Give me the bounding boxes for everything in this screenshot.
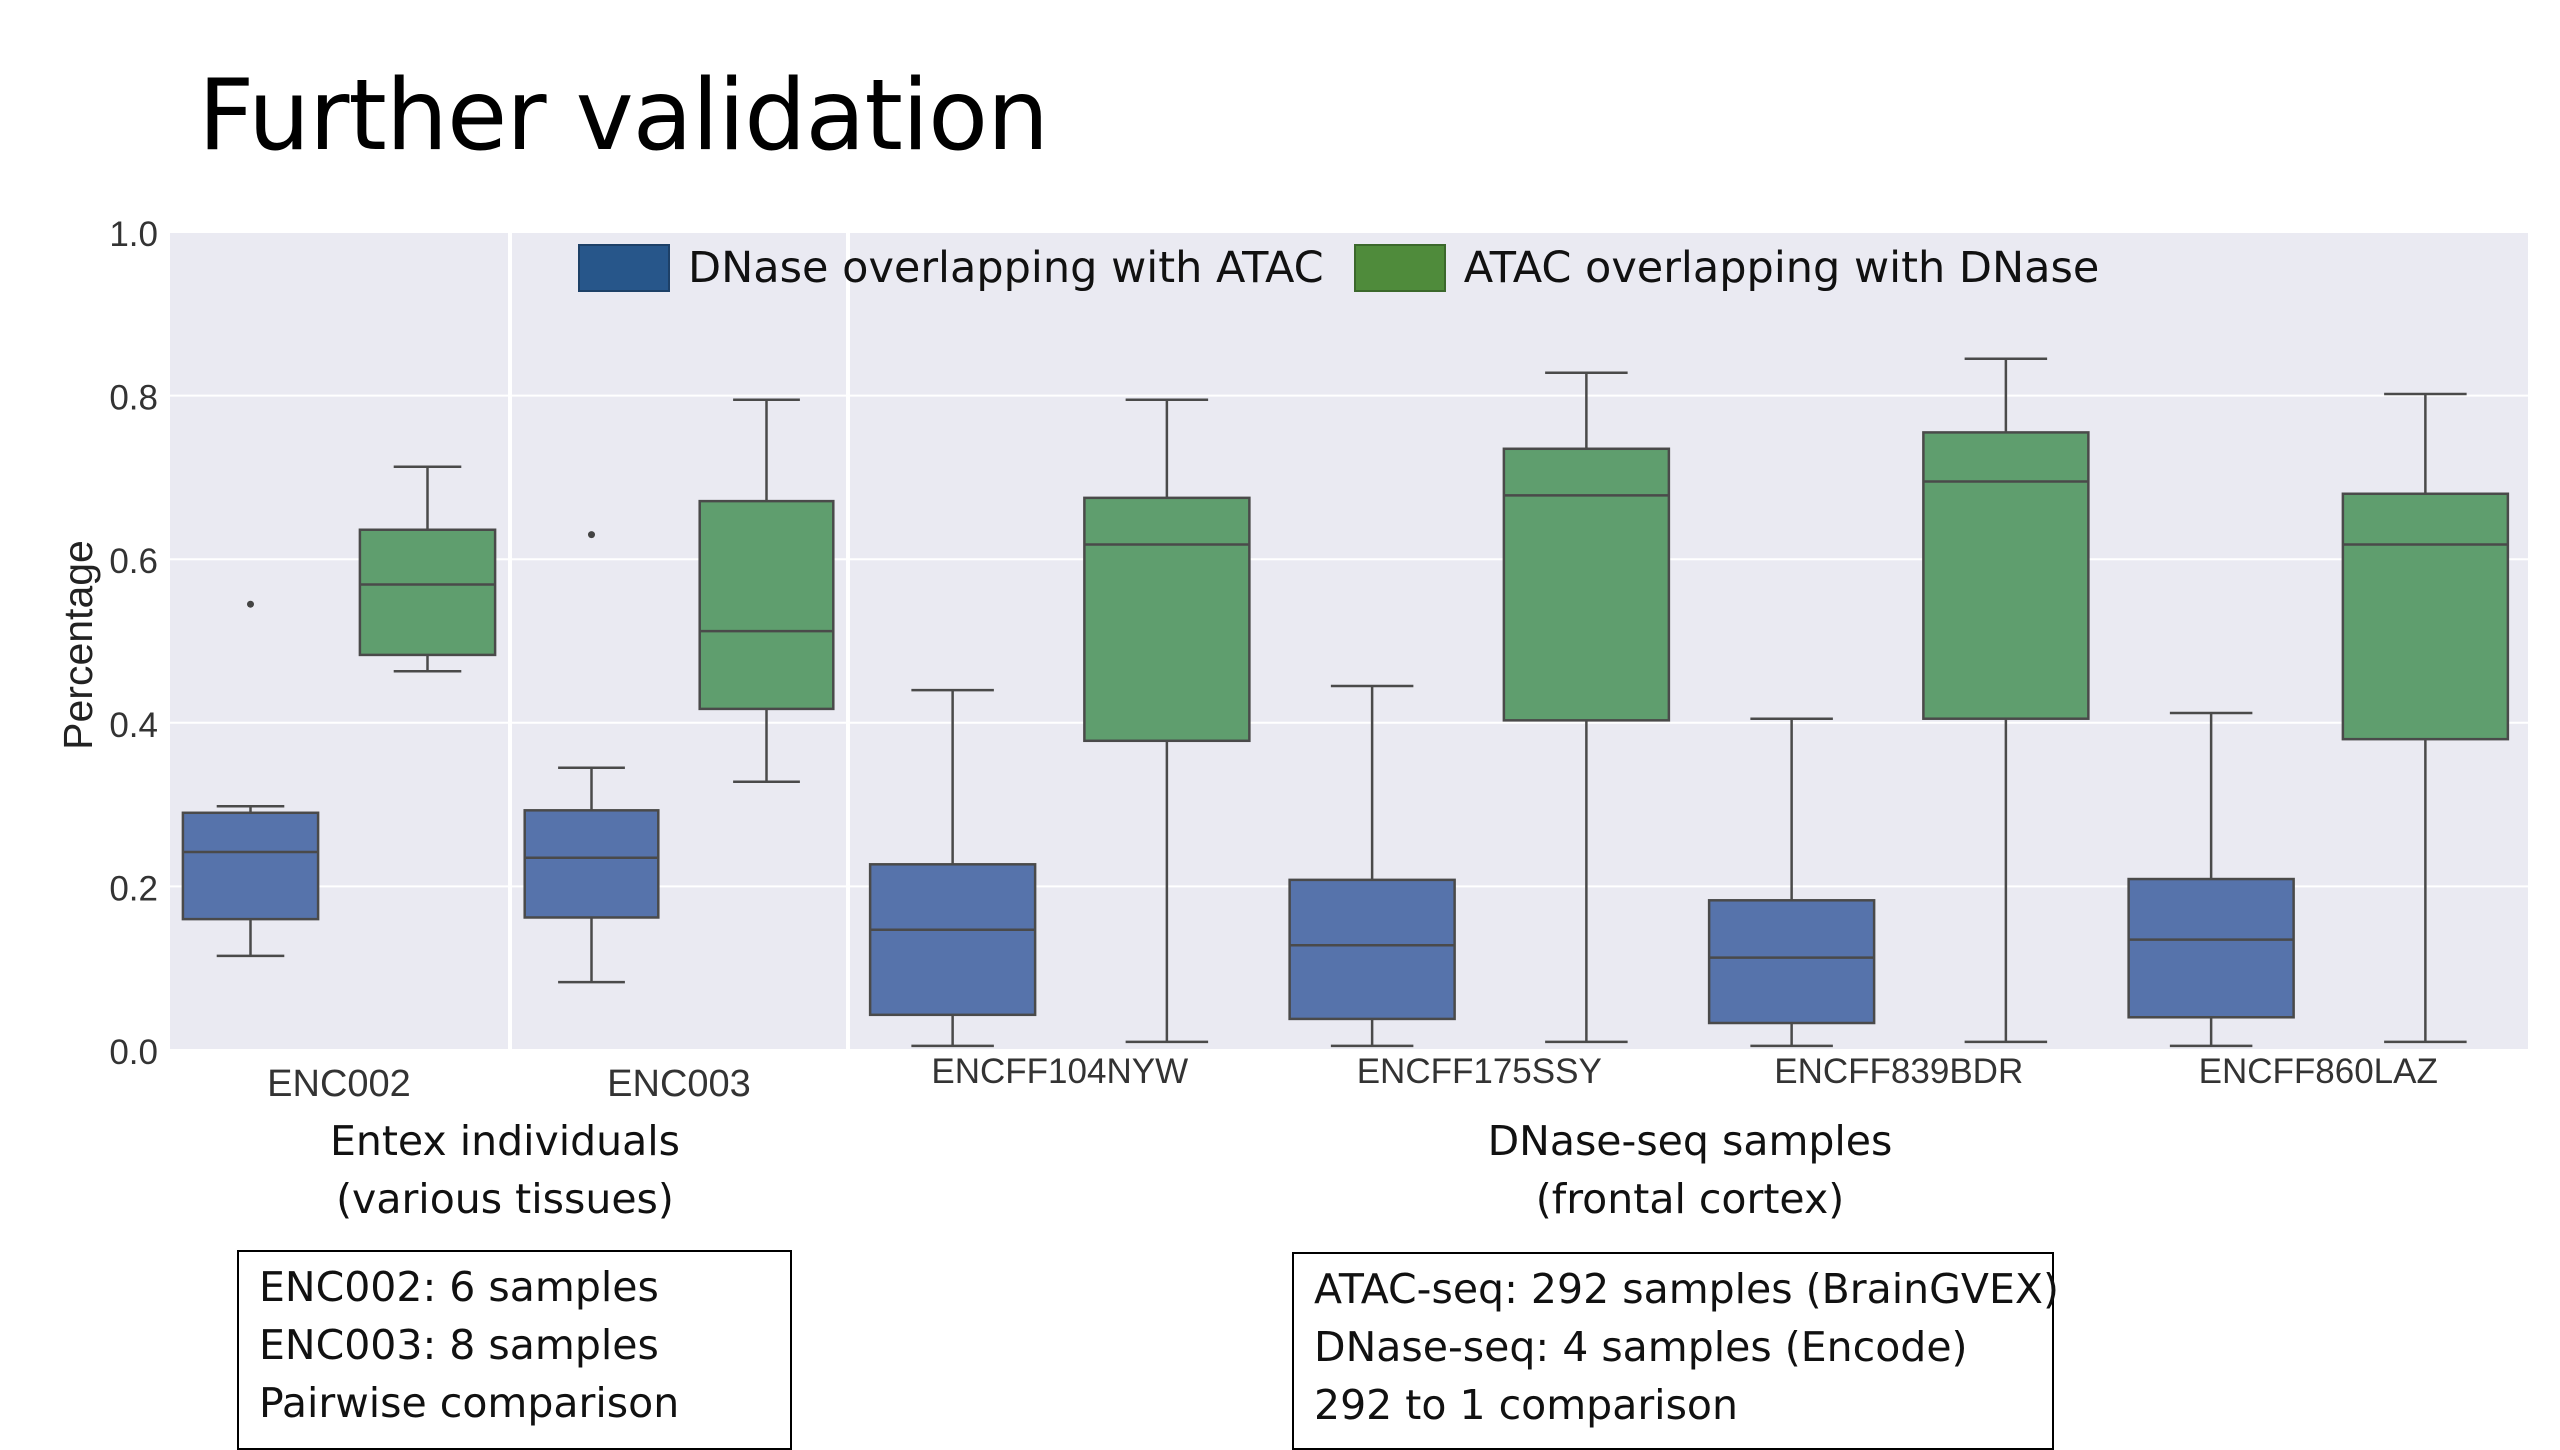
info-box-dnase: ATAC-seq: 292 samples (BrainGVEX) DNase-… <box>1292 1252 2059 1450</box>
y-tick-label: 0.2 <box>109 869 158 908</box>
y-tick-label: 0.0 <box>109 1033 158 1072</box>
box-iqr <box>523 809 660 919</box>
info-line: ENC003: 8 samples <box>259 1321 659 1369</box>
x-tick-label: ENCFF839BDR <box>1774 1052 2023 1091</box>
box-iqr <box>358 528 497 657</box>
group-label-dnase-line2: (frontal cortex) <box>1535 1175 1845 1223</box>
box-iqr <box>698 499 835 711</box>
legend-swatch-atac <box>1353 244 1446 292</box>
box-iqr <box>1707 899 1876 1025</box>
group-label-entex-line1: Entex individuals <box>329 1117 681 1165</box>
box-iqr <box>1288 878 1456 1021</box>
y-tick-label: 0.6 <box>109 542 158 581</box>
outlier-point <box>247 600 254 608</box>
x-tick-label: ENCFF175SSY <box>1357 1052 1602 1091</box>
y-tick-label: 1.0 <box>109 215 158 254</box>
x-axis-ticks: ENC002 ENC003 ENCFF104NYW ENCFF175SSY ENCFF8… <box>267 1052 2438 1105</box>
info-line: 292 to 1 comparison <box>1314 1381 1738 1429</box>
x-tick-label: ENC003 <box>607 1063 751 1105</box>
y-tick-label: 0.8 <box>109 379 158 418</box>
chart-legend: DNase overlapping with ATAC ATAC overlap… <box>578 243 2129 293</box>
legend-label-dnase: DNase overlapping with ATAC <box>688 243 1324 293</box>
boxes <box>181 357 2510 1048</box>
info-line: ENC002: 6 samples <box>259 1263 659 1311</box>
y-axis-label: Percentage <box>55 540 101 750</box>
x-tick-label: ENCFF860LAZ <box>2199 1052 2438 1091</box>
box-iqr <box>1083 496 1251 743</box>
y-tick-label: 0.4 <box>109 706 158 745</box>
x-tick-label: ENC002 <box>267 1063 411 1105</box>
group-label-dnase: DNase-seq samples (frontal cortex) <box>1440 1112 1940 1228</box>
group-label-dnase-line1: DNase-seq samples <box>1487 1117 1893 1165</box>
y-axis-ticks: 0.0 0.2 0.4 0.6 0.8 1.0 <box>109 215 158 1072</box>
x-tick-label: ENCFF104NYW <box>931 1052 1188 1091</box>
box-iqr <box>2127 877 2295 1019</box>
legend-label-atac: ATAC overlapping with DNase <box>1463 243 2100 293</box>
legend-swatch-dnase <box>578 244 670 292</box>
info-line: DNase-seq: 4 samples (Encode) <box>1314 1323 1968 1371</box>
group-label-entex-line2: (various tissues) <box>336 1175 674 1223</box>
outlier-point <box>588 531 595 539</box>
box-iqr <box>1502 447 1671 722</box>
info-box-entex: ENC002: 6 samples ENC003: 8 samples Pair… <box>237 1250 792 1450</box>
slide-title: Further validation <box>198 59 1049 173</box>
box-iqr <box>868 863 1037 1017</box>
group-label-entex: Entex individuals (various tissues) <box>305 1112 705 1228</box>
info-line: ATAC-seq: 292 samples (BrainGVEX) <box>1314 1265 2059 1313</box>
box-iqr <box>181 811 320 921</box>
box-iqr <box>1922 431 2090 720</box>
info-line: Pairwise comparison <box>259 1379 680 1427</box>
box-iqr <box>2341 492 2510 741</box>
